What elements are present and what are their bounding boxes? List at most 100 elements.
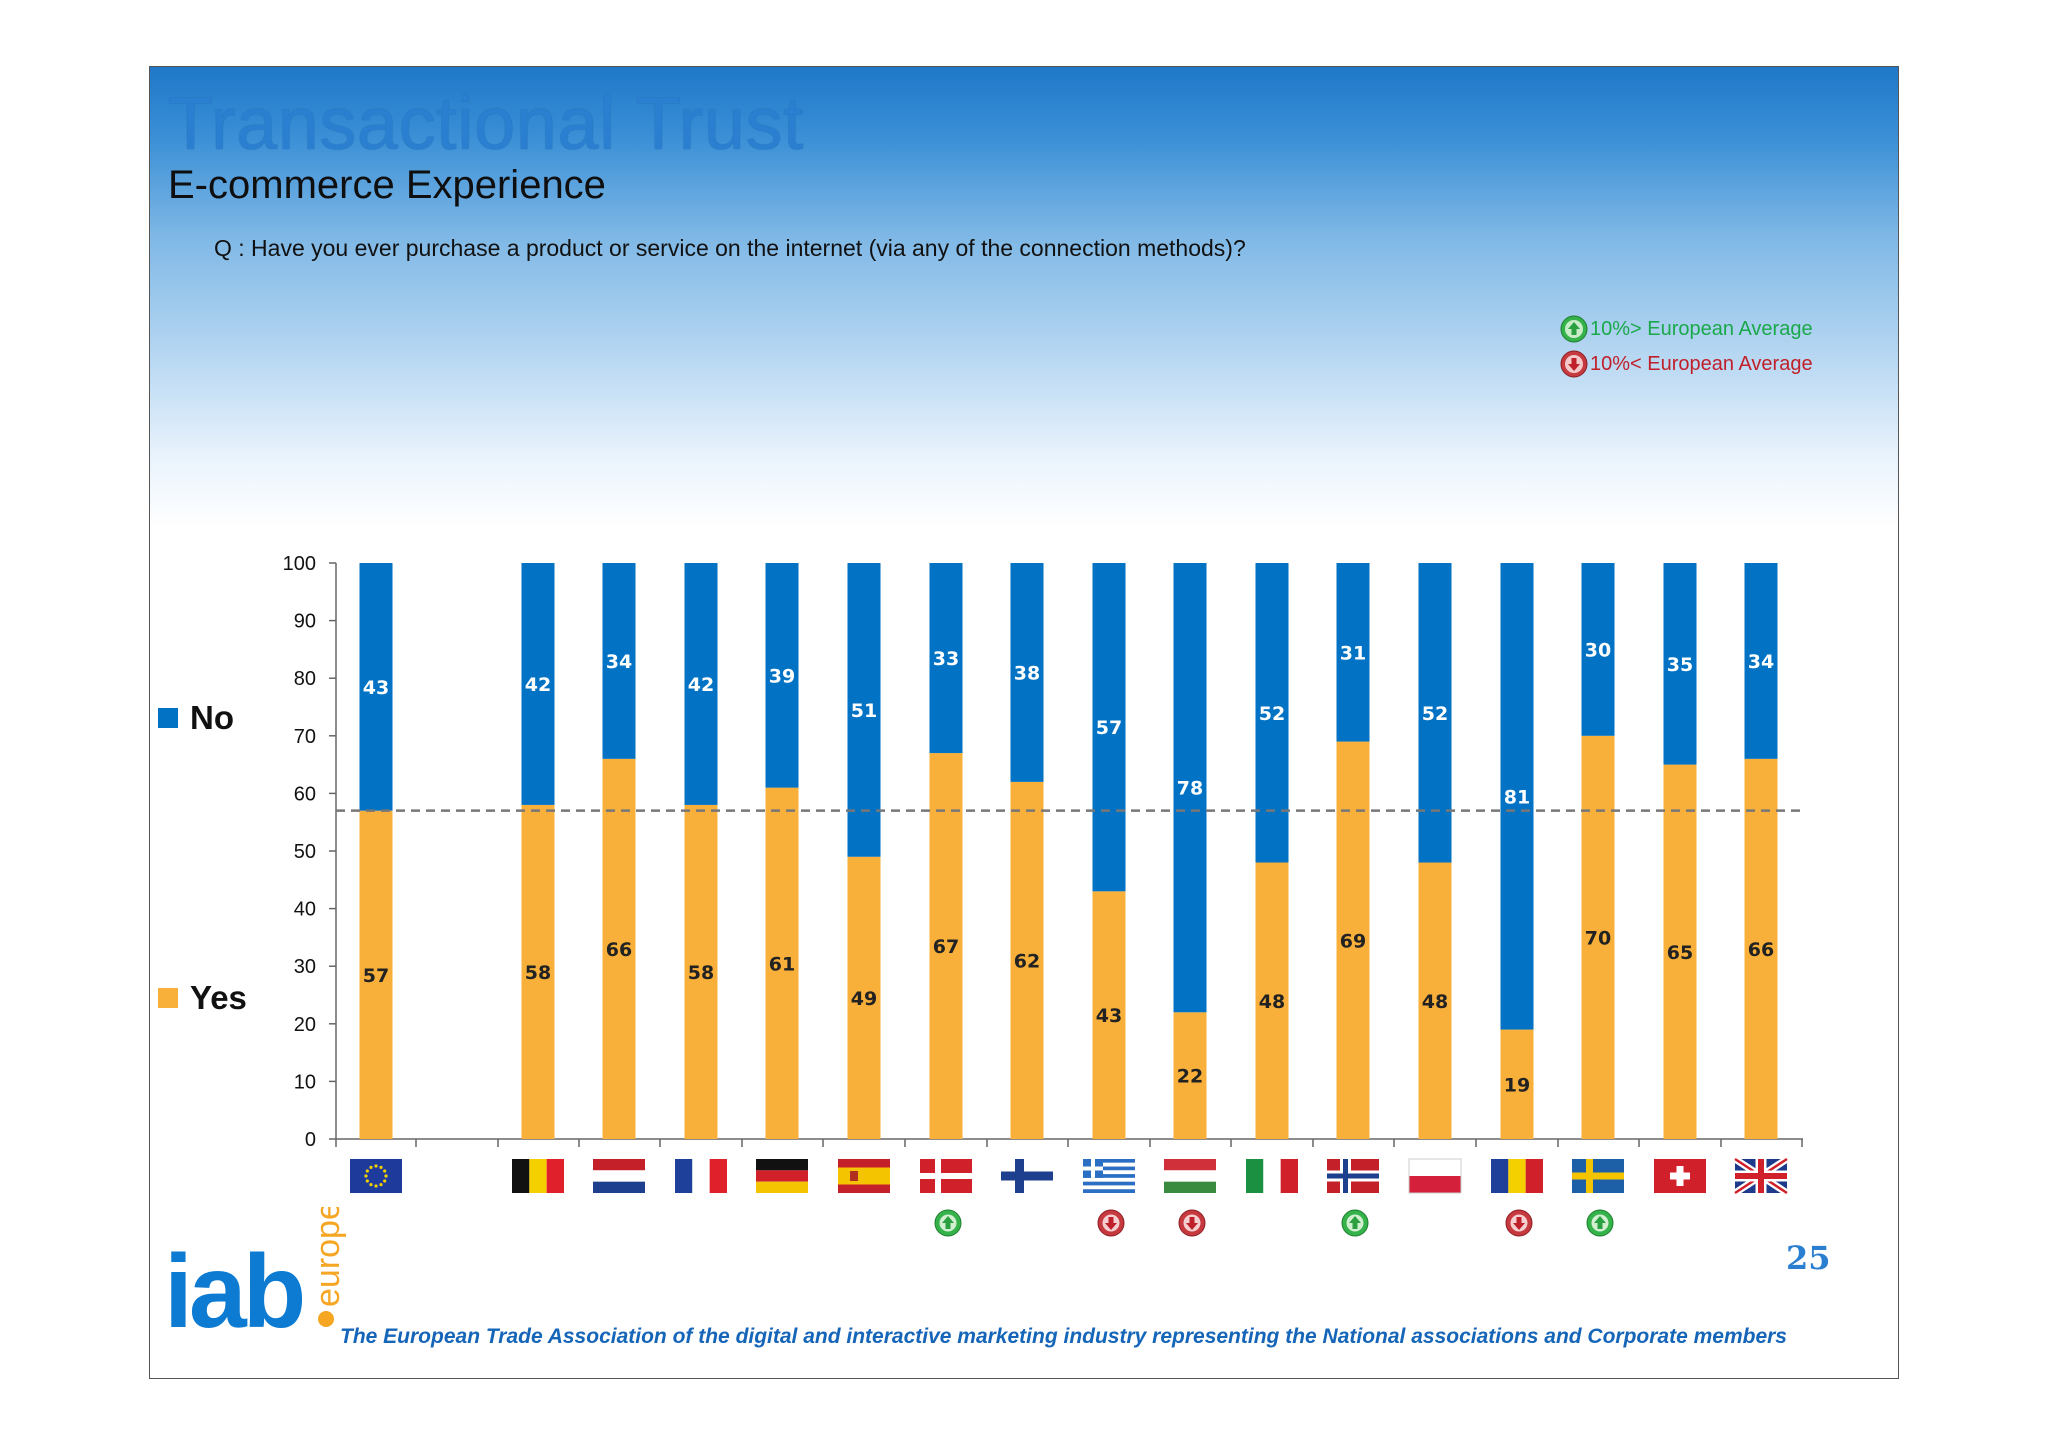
bar-yes-germany [765, 787, 799, 1139]
bar-yes-spain [847, 856, 881, 1139]
data-label-no: 43 [363, 677, 389, 699]
arrow-up-circle-icon [1586, 1209, 1614, 1237]
data-label-yes: 61 [769, 953, 795, 975]
bar-no-finland [1010, 563, 1044, 782]
bar-no-united-kingdom [1744, 563, 1778, 759]
bar-no-poland [1418, 563, 1452, 863]
y-tick-label: 30 [294, 956, 316, 978]
data-label-yes: 57 [363, 965, 389, 987]
bar-no-netherlands [602, 563, 636, 759]
data-label-yes: 43 [1096, 1005, 1122, 1027]
data-label-no: 38 [1014, 662, 1040, 684]
data-label-yes: 49 [851, 988, 877, 1010]
bar-no-denmark [929, 563, 963, 754]
bar-yes-europe [359, 810, 393, 1139]
flag-germany-icon [756, 1159, 808, 1193]
iab-europe-logo: iab europe [164, 1201, 354, 1350]
data-label-no: 42 [688, 674, 714, 696]
bar-no-romania [1500, 563, 1534, 1030]
arrow-up-circle-icon [934, 1209, 962, 1237]
legend-yes-swatch [158, 988, 178, 1008]
bar-yes-hungary [1173, 1012, 1207, 1139]
data-label-no: 52 [1422, 703, 1448, 725]
legend-no-swatch [158, 708, 178, 728]
bar-yes-denmark [929, 753, 963, 1139]
flag-switzerland-icon [1654, 1159, 1706, 1193]
bar-yes-finland [1010, 781, 1044, 1139]
data-label-no: 42 [525, 674, 551, 696]
y-tick-label: 90 [294, 611, 316, 633]
bar-no-greece [1092, 563, 1126, 892]
arrow-down-circle-icon [1097, 1209, 1125, 1237]
flag-romania-icon [1491, 1159, 1543, 1193]
legend-below-average: 10%< European Average [1560, 350, 1813, 378]
bar-no-italy [1255, 563, 1289, 863]
data-label-yes: 58 [688, 962, 714, 984]
flag-norway-icon [1327, 1159, 1379, 1193]
y-tick-label: 70 [294, 726, 316, 748]
data-label-no: 39 [769, 665, 795, 687]
legend-no-label: No [190, 699, 234, 736]
data-label-yes: 66 [1748, 939, 1774, 961]
data-label-no: 34 [1748, 651, 1774, 673]
flag-italy-icon [1246, 1159, 1298, 1193]
legend-above-average: 10%> European Average [1560, 315, 1813, 343]
survey-question: Q : Have you ever purchase a product or … [214, 235, 1246, 261]
bar-no-france [684, 563, 718, 805]
data-label-no: 52 [1259, 703, 1285, 725]
flag-spain-icon [838, 1159, 890, 1193]
bar-yes-norway [1336, 741, 1370, 1139]
data-label-yes: 58 [525, 962, 551, 984]
y-tick-label: 0 [305, 1129, 316, 1151]
arrow-up-circle-icon [1560, 315, 1588, 343]
data-label-no: 35 [1667, 654, 1693, 676]
bar-no-norway [1336, 563, 1370, 742]
flag-hungary-icon [1164, 1159, 1216, 1193]
page-number: 25 [1786, 1239, 1831, 1277]
data-label-yes: 48 [1259, 991, 1285, 1013]
bar-no-switzerland [1663, 563, 1697, 765]
flag-netherlands-icon [593, 1159, 645, 1193]
data-label-yes: 19 [1504, 1074, 1530, 1096]
data-label-no: 30 [1585, 639, 1611, 661]
flag-eu-icon [350, 1159, 402, 1193]
y-tick-label: 10 [294, 1071, 316, 1093]
slide: Transactional Trust E-commerce Experienc… [149, 66, 1899, 1379]
flag-sweden-icon [1572, 1159, 1624, 1193]
bar-yes-netherlands [602, 758, 636, 1139]
data-label-yes: 22 [1177, 1066, 1203, 1088]
data-label-yes: 48 [1422, 991, 1448, 1013]
flag-denmark-icon [920, 1159, 972, 1193]
legend-above-label: 10%> European Average [1590, 317, 1813, 340]
flag-uk-icon [1733, 1156, 1789, 1196]
flag-belgium-icon [512, 1159, 564, 1193]
legend-yes: Yes [158, 979, 247, 1017]
bar-no-germany [765, 563, 799, 788]
legend-no: No [158, 699, 234, 737]
bar-yes-romania [1500, 1029, 1534, 1139]
bar-yes-belgium [521, 804, 555, 1139]
data-label-no: 78 [1177, 778, 1203, 800]
data-label-no: 31 [1340, 642, 1366, 664]
bar-no-sweden [1581, 563, 1615, 736]
y-tick-label: 40 [294, 899, 316, 921]
data-label-yes: 70 [1585, 927, 1611, 949]
data-label-yes: 65 [1667, 942, 1693, 964]
flag-greece-icon [1083, 1159, 1135, 1193]
flag-poland-icon [1408, 1158, 1462, 1194]
bar-yes-italy [1255, 862, 1289, 1139]
page-subtitle: E-commerce Experience [168, 163, 606, 207]
stacked-bar-chart: 0 10 20 30 40 50 60 70 80 90 100 57 43 58 42 66 34 58 42 61… [283, 553, 1803, 1237]
svg-text:iab: iab [164, 1234, 303, 1337]
y-tick-label: 50 [294, 841, 316, 863]
arrow-up-circle-icon [1341, 1209, 1369, 1237]
arrow-down-circle-icon [1505, 1209, 1533, 1237]
bar-no-belgium [521, 563, 555, 805]
flag-france-icon [675, 1159, 727, 1193]
bar-yes-france [684, 804, 718, 1139]
data-label-yes: 67 [933, 936, 959, 958]
arrow-down-circle-icon [1560, 350, 1588, 378]
footer-tagline: The European Trade Association of the di… [340, 1325, 1787, 1348]
bar-yes-sweden [1581, 735, 1615, 1139]
bar-yes-poland [1418, 862, 1452, 1139]
